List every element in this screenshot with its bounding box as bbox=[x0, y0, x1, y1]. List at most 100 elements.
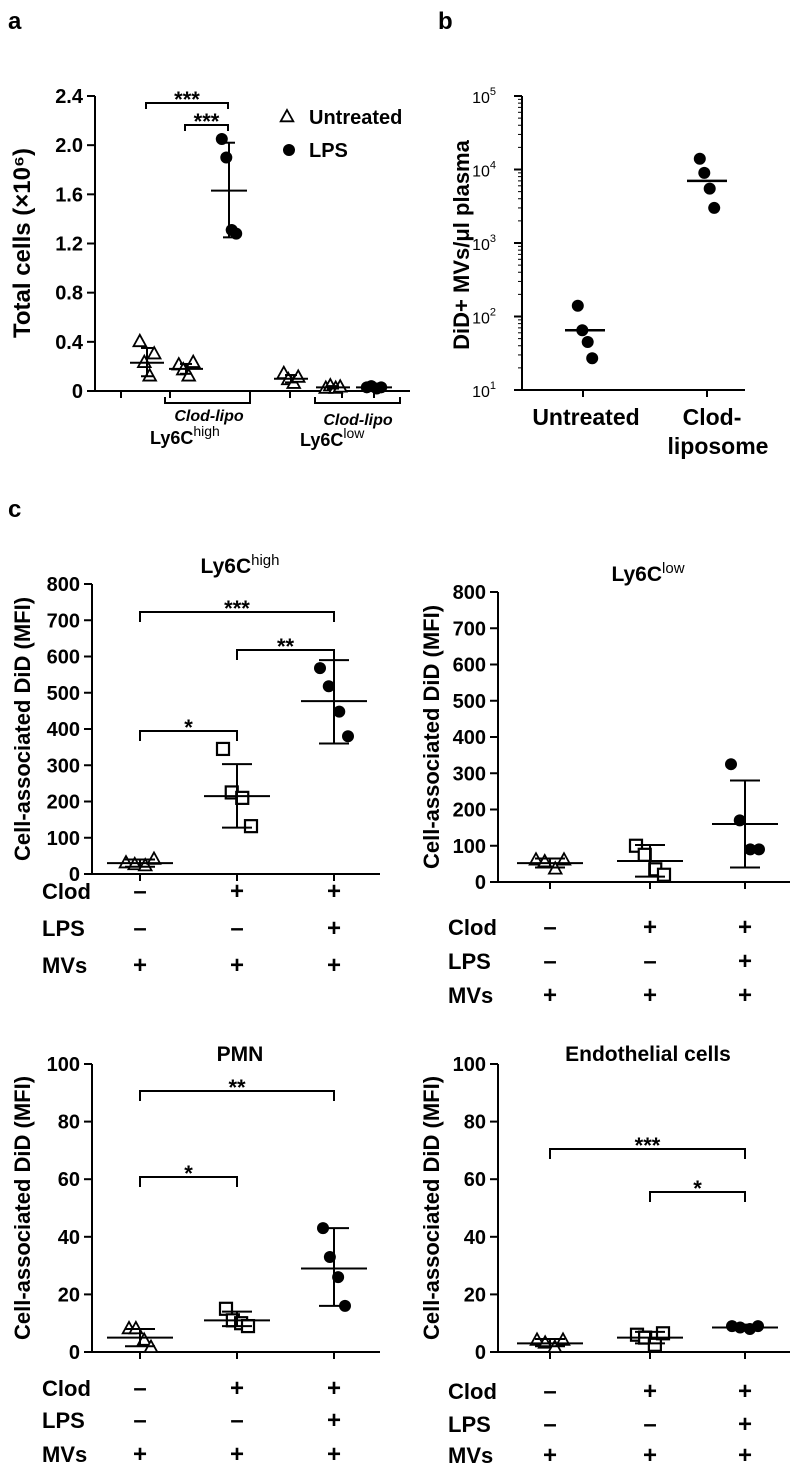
c1-condition-mvs: + bbox=[133, 952, 147, 979]
c1-condition-lps: – bbox=[230, 915, 243, 942]
c1-sig-bracket-1-label: ** bbox=[277, 634, 295, 659]
c3-row-label-mvs: MVs bbox=[42, 1442, 87, 1467]
b-y-axis-label: DiD+ MVs/μl plasma bbox=[449, 139, 474, 349]
c4-row-label-mvs: MVs bbox=[448, 1443, 493, 1468]
c2-condition-lps: – bbox=[643, 948, 656, 975]
c2-row-label-lps: LPS bbox=[448, 949, 491, 974]
panel-letter-c: c bbox=[8, 496, 21, 523]
c2-y-tick-label: 0 bbox=[475, 872, 486, 894]
c4-condition-lps: – bbox=[543, 1411, 556, 1438]
a-legend-triangle-marker bbox=[279, 108, 295, 123]
c4-sig-bracket-1-label: * bbox=[693, 1176, 702, 1201]
c4-row-label-clod: Clod bbox=[448, 1379, 497, 1404]
c1-data-point bbox=[215, 741, 231, 757]
a-sig-bracket-outer-label: *** bbox=[174, 87, 200, 112]
c4-y-axis-label: Cell-associated DiD (MFI) bbox=[419, 1076, 444, 1340]
c2-y-tick-label: 200 bbox=[453, 800, 486, 822]
c4-y-tick-label: 60 bbox=[464, 1169, 486, 1191]
c1-y-tick-label: 100 bbox=[47, 828, 80, 850]
c2-condition-clod: + bbox=[643, 914, 657, 941]
c1-data-point bbox=[235, 790, 250, 805]
b-data-point bbox=[586, 352, 599, 365]
c1-condition-mvs: + bbox=[230, 952, 244, 979]
a-group-label-low: Ly6Clow bbox=[300, 425, 365, 450]
c4-y-tick-label: 80 bbox=[464, 1112, 486, 1134]
c4-sig-bracket-0-label: *** bbox=[635, 1133, 661, 1158]
c4-data-point bbox=[647, 1337, 662, 1352]
c1-title: Ly6Chigh bbox=[201, 552, 280, 578]
c1-condition-clod: – bbox=[133, 878, 146, 905]
a-data-point bbox=[180, 367, 197, 382]
c4-sig-bracket-1 bbox=[649, 1191, 746, 1202]
c1-row-label-clod: Clod bbox=[42, 879, 91, 904]
c4-title: Endothelial cells bbox=[565, 1043, 731, 1066]
c1-y-tick-label: 600 bbox=[47, 647, 80, 669]
a-group-sublabel-low: Clod-lipo bbox=[323, 412, 393, 429]
c3-condition-clod: + bbox=[327, 1375, 341, 1402]
b-category-clod-line1: Clod- bbox=[683, 404, 742, 430]
a-y-tick-label: 0.8 bbox=[55, 283, 83, 305]
c4-row-label-lps: LPS bbox=[448, 1412, 491, 1437]
b-data-point bbox=[581, 335, 594, 348]
c1-sig-bracket-2 bbox=[139, 730, 238, 741]
c2-condition-clod: + bbox=[738, 914, 752, 941]
c3-sig-bracket-1-label: * bbox=[184, 1161, 193, 1186]
c1-data-point bbox=[333, 705, 346, 718]
c1-data-point bbox=[342, 730, 354, 743]
c1-y-axis-label: Cell-associated DiD (MFI) bbox=[10, 597, 35, 861]
c3-y-axis-label: Cell-associated DiD (MFI) bbox=[10, 1076, 35, 1340]
a-y-tick-label: 0 bbox=[72, 381, 83, 403]
c2-condition-lps: – bbox=[543, 948, 556, 975]
c1-data-point bbox=[322, 680, 335, 693]
c4-y-tick-label: 100 bbox=[453, 1054, 486, 1076]
b-data-point bbox=[693, 152, 706, 165]
c3-condition-clod: – bbox=[133, 1375, 146, 1402]
c2-condition-lps: + bbox=[738, 948, 752, 975]
c3-condition-mvs: + bbox=[327, 1441, 341, 1468]
c1-sig-bracket-0-label: *** bbox=[224, 596, 250, 621]
c2-data-point bbox=[725, 758, 737, 771]
c1-y-tick-label: 700 bbox=[47, 610, 80, 632]
c1-y-tick-label: 200 bbox=[47, 792, 80, 814]
a-data-point bbox=[141, 367, 158, 382]
c3-data-point bbox=[332, 1271, 345, 1284]
c3-y-tick-label: 80 bbox=[58, 1112, 80, 1134]
c2-y-tick-label: 300 bbox=[453, 763, 486, 785]
b-category-clod-line2: liposome bbox=[668, 433, 769, 459]
a-y-tick-label: 1.2 bbox=[55, 234, 83, 256]
c4-condition-clod: – bbox=[543, 1378, 556, 1405]
a-clod-bracket-low bbox=[314, 397, 401, 404]
c2-y-tick-label: 600 bbox=[453, 655, 486, 677]
c3-sig-bracket-0-label: ** bbox=[228, 1075, 246, 1100]
c3-condition-clod: + bbox=[230, 1375, 244, 1402]
c1-condition-lps: – bbox=[133, 915, 146, 942]
c1-y-tick-label: 300 bbox=[47, 755, 80, 777]
a-y-tick-label: 2.4 bbox=[55, 86, 84, 108]
c2-y-tick-label: 700 bbox=[453, 618, 486, 640]
c1-y-tick-label: 800 bbox=[47, 574, 80, 596]
c2-condition-mvs: + bbox=[643, 982, 657, 1009]
c4-condition-lps: – bbox=[643, 1411, 656, 1438]
b-y-tick-label: 104 bbox=[472, 160, 496, 181]
c1-sig-bracket-1 bbox=[236, 649, 335, 660]
panel-letter-a: a bbox=[8, 8, 22, 35]
c3-y-tick-label: 60 bbox=[58, 1169, 80, 1191]
a-sig-bracket-outer bbox=[145, 102, 229, 109]
c4-data-point bbox=[752, 1320, 764, 1333]
c1-y-tick-label: 500 bbox=[47, 683, 80, 705]
a-legend-label-untreated: Untreated bbox=[309, 107, 402, 129]
a-legend-circle-marker bbox=[283, 144, 295, 156]
c2-condition-clod: – bbox=[543, 914, 556, 941]
c2-data-point bbox=[637, 847, 652, 862]
c3-sig-bracket-0 bbox=[139, 1090, 335, 1101]
c2-y-tick-label: 100 bbox=[453, 836, 486, 858]
a-clod-bracket-high bbox=[164, 397, 251, 404]
c4-y-tick-label: 40 bbox=[464, 1227, 486, 1249]
c2-title: Ly6Clow bbox=[611, 560, 684, 586]
c4-condition-mvs: + bbox=[543, 1442, 557, 1469]
c3-condition-mvs: + bbox=[230, 1441, 244, 1468]
c2-row-label-clod: Clod bbox=[448, 915, 497, 940]
a-y-axis-label: Total cells (×10⁶) bbox=[9, 148, 36, 338]
c3-data-point bbox=[218, 1301, 234, 1316]
